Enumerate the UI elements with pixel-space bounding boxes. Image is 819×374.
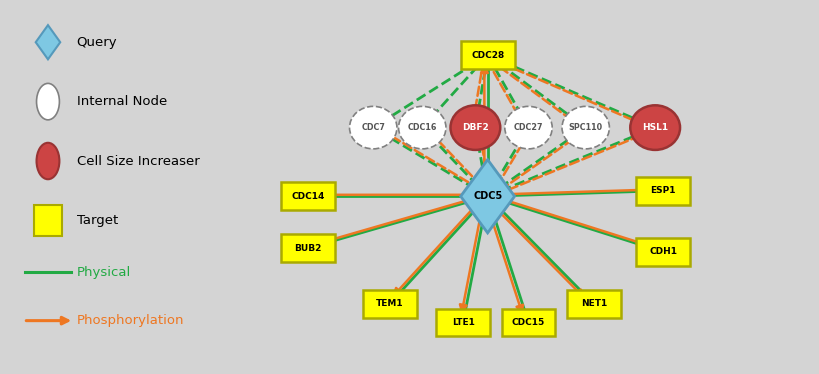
FancyBboxPatch shape (566, 290, 620, 318)
Text: CDH1: CDH1 (649, 248, 676, 257)
Text: CDC7: CDC7 (361, 123, 385, 132)
Ellipse shape (630, 105, 679, 150)
Text: Cell Size Increaser: Cell Size Increaser (76, 154, 199, 168)
Text: TEM1: TEM1 (375, 300, 403, 309)
FancyBboxPatch shape (501, 309, 554, 337)
Text: CDC27: CDC27 (514, 123, 542, 132)
FancyBboxPatch shape (362, 290, 416, 318)
Polygon shape (460, 160, 514, 233)
Text: CDC14: CDC14 (291, 192, 324, 201)
FancyBboxPatch shape (460, 41, 514, 69)
Text: HSL1: HSL1 (641, 123, 667, 132)
Ellipse shape (450, 105, 500, 150)
FancyBboxPatch shape (34, 205, 61, 236)
Text: NET1: NET1 (580, 300, 606, 309)
Text: ESP1: ESP1 (649, 186, 675, 195)
Text: Target: Target (76, 214, 118, 227)
FancyBboxPatch shape (436, 309, 490, 337)
Text: Phosphorylation: Phosphorylation (76, 314, 183, 327)
Ellipse shape (349, 106, 396, 149)
Text: LTE1: LTE1 (451, 318, 474, 327)
Ellipse shape (37, 143, 59, 179)
Ellipse shape (37, 83, 59, 120)
Text: Internal Node: Internal Node (76, 95, 166, 108)
FancyBboxPatch shape (281, 182, 334, 210)
Ellipse shape (561, 106, 609, 149)
Ellipse shape (398, 106, 446, 149)
Text: CDC5: CDC5 (473, 191, 502, 201)
Text: CDC28: CDC28 (470, 51, 504, 60)
Text: Query: Query (76, 36, 117, 49)
Text: CDC15: CDC15 (511, 318, 545, 327)
FancyBboxPatch shape (636, 177, 690, 205)
Text: Physical: Physical (76, 266, 131, 279)
Text: CDC16: CDC16 (407, 123, 437, 132)
Text: BUB2: BUB2 (294, 244, 321, 253)
Ellipse shape (505, 106, 551, 149)
Polygon shape (36, 25, 60, 59)
FancyBboxPatch shape (281, 234, 334, 262)
Text: SPC110: SPC110 (568, 123, 602, 132)
Text: DBF2: DBF2 (461, 123, 488, 132)
FancyBboxPatch shape (636, 238, 690, 266)
